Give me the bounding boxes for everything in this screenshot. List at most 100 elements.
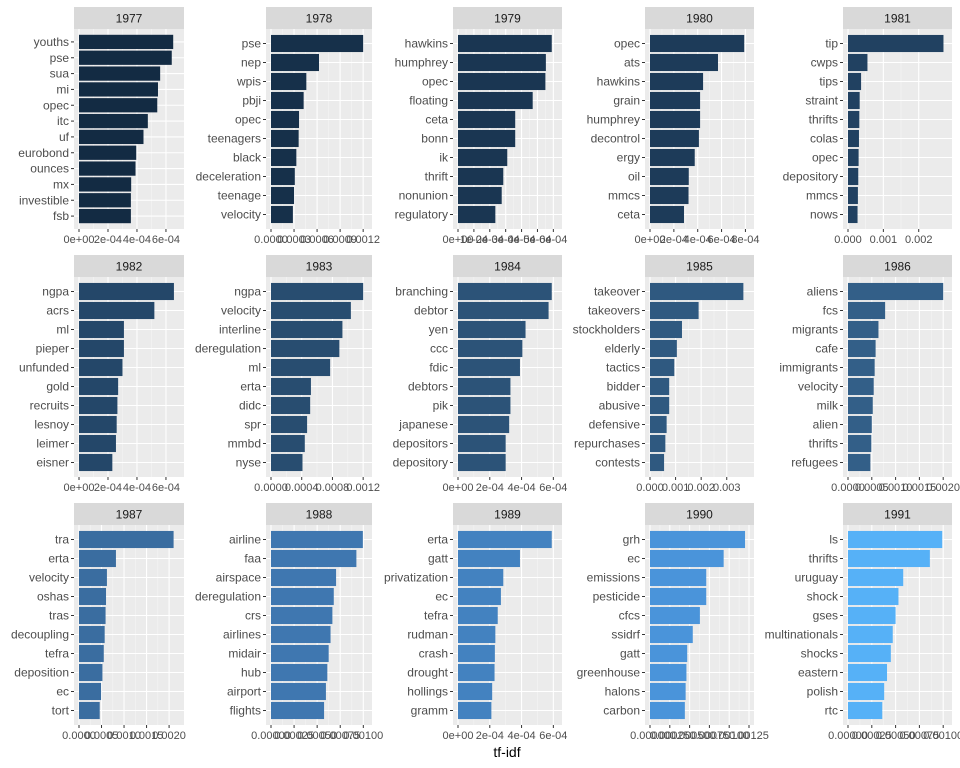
category-label: thrifts: [809, 437, 838, 451]
category-label: tefra: [424, 609, 448, 623]
x-tick-label: 0.0000: [831, 482, 865, 494]
category-label: eurobond: [18, 146, 69, 160]
bar-velocity: [271, 205, 293, 224]
category-label: airspace: [216, 571, 262, 585]
bar-pieper: [79, 339, 124, 358]
category-label: ec: [435, 590, 448, 604]
category-label: velocity: [29, 571, 69, 585]
category-label: ounces: [30, 162, 69, 176]
x-tick-label: 3e-04: [492, 234, 520, 246]
bar-greenhouse: [650, 663, 687, 682]
x-tick-label: 8e-04: [731, 234, 759, 246]
category-label: opec: [422, 75, 448, 89]
bar-pse: [271, 34, 364, 53]
bar-eurobond: [79, 145, 137, 160]
bar-black: [271, 148, 297, 167]
category-label: elderly: [605, 342, 640, 356]
bar-ceta: [458, 110, 516, 129]
x-tick-label: 2e-04: [660, 234, 688, 246]
bar-ec: [79, 682, 102, 701]
category-label: halons: [605, 685, 640, 699]
bar-wpis: [271, 72, 307, 91]
x-tick-label: 6e-04: [152, 482, 180, 494]
bar-oshas: [79, 587, 107, 606]
x-tick-label: 4e-04: [684, 234, 712, 246]
facet-title: 1985: [686, 260, 713, 274]
category-label: gold: [46, 380, 69, 394]
category-label: pik: [433, 399, 449, 413]
bar-hawkins: [458, 34, 552, 53]
bar-deregulation: [271, 587, 334, 606]
bar-tip: [848, 34, 944, 53]
category-label: youths: [34, 35, 69, 49]
category-label: yen: [429, 323, 448, 337]
bar-halons: [650, 682, 686, 701]
facet-strip: [645, 7, 754, 29]
facet-strip: [266, 7, 372, 29]
bar-japanese: [458, 415, 510, 434]
x-tick-label: 0.0015: [130, 730, 164, 742]
bar-migrants: [848, 320, 879, 339]
x-tick-label: 0.0000: [254, 234, 288, 246]
category-label: fdic: [429, 361, 448, 375]
bar-takeovers: [650, 301, 699, 320]
category-label: eisner: [36, 456, 69, 470]
category-label: opec: [812, 151, 838, 165]
category-label: oil: [628, 170, 640, 184]
category-label: multinationals: [765, 628, 838, 642]
bar-crash: [458, 644, 495, 663]
bar-itc: [79, 113, 148, 129]
bar-humphrey: [458, 53, 546, 72]
bar-airspace: [271, 568, 337, 587]
category-label: airlines: [223, 628, 261, 642]
category-label: tip: [825, 37, 838, 51]
category-label: teenagers: [208, 132, 261, 146]
category-label: ml: [248, 361, 261, 375]
x-tick-label: 0.00000: [251, 730, 291, 742]
facet-1981: 1981 tip cwps tips straint thrifts colas opec de…: [783, 7, 952, 246]
bar-interline: [271, 320, 343, 339]
category-label: thrifts: [809, 113, 838, 127]
facet-title: 1984: [494, 260, 521, 274]
category-label: hub: [241, 666, 261, 680]
category-label: regulatory: [395, 208, 448, 222]
bar-immigrants: [848, 358, 875, 377]
category-label: stockholders: [573, 323, 640, 337]
category-label: nyse: [236, 456, 262, 470]
bar-nows: [848, 205, 858, 224]
x-tick-label: 0.0008: [316, 482, 350, 494]
category-label: crs: [245, 609, 261, 623]
category-label: gses: [813, 609, 838, 623]
bar-bonn: [458, 129, 516, 148]
facet-strip: [453, 503, 562, 525]
category-label: decoupling: [11, 628, 69, 642]
bar-ounces: [79, 161, 136, 176]
facet-1978: 1978 pse nep wpis pbji opec teenagers black dece…: [196, 7, 380, 246]
facet-1990: 1990 grh ec emissions pesticide cfcs ssidrf gat…: [577, 503, 769, 742]
bar-didc: [271, 396, 311, 415]
x-tick-label: 0.0010: [879, 482, 913, 494]
category-label: thrifts: [809, 552, 838, 566]
x-tick-label: 4e-04: [123, 234, 151, 246]
category-label: shock: [807, 590, 839, 604]
facet-1989: 1989 erta gatt privatization ec tefra rudman cr…: [384, 503, 567, 742]
category-label: velocity: [221, 304, 261, 318]
x-tick-label: 0.0000: [254, 482, 288, 494]
category-label: oshas: [37, 590, 69, 604]
x-tick-label: 0e+00: [443, 730, 474, 742]
bar-recruits: [79, 396, 118, 415]
x-tick-label: 0.003: [713, 482, 741, 494]
category-label: velocity: [221, 208, 261, 222]
category-label: japanese: [398, 418, 448, 432]
bar-gatt: [458, 549, 520, 568]
bar-spr: [271, 415, 308, 434]
category-label: alien: [813, 418, 838, 432]
x-tick-label: 0e+00: [635, 234, 666, 246]
bar-hollings: [458, 682, 493, 701]
facet-strip: [74, 255, 184, 277]
category-label: tra: [55, 533, 69, 547]
bar-sua: [79, 66, 161, 81]
bar-depositors: [458, 434, 506, 453]
bar-midair: [271, 644, 329, 663]
bar-erta: [79, 549, 116, 568]
